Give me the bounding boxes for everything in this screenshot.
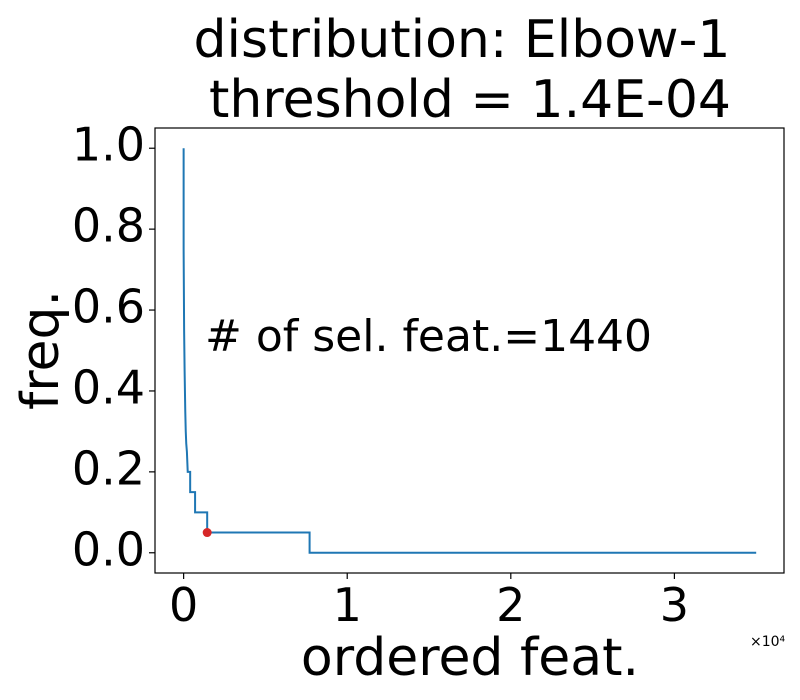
y-tick-label: 1.0 (72, 118, 145, 172)
y-tick-label: 0.0 (72, 522, 145, 576)
y-tick-label: 0.8 (72, 199, 145, 253)
x-tick-label: 1 (333, 578, 362, 632)
chart-title-line-2: threshold = 1.4E-04 (209, 70, 731, 130)
y-axis-label: freq. (11, 290, 71, 410)
selected-threshold-point (202, 528, 212, 538)
plot-layer: 0.0 0.2 0.4 0.6 0.8 1.0 0 1 2 3 (72, 118, 785, 632)
plot-frame (154, 127, 785, 574)
chart-title-line-1: distribution: Elbow-1 (194, 10, 731, 70)
y-tick-label: 0.4 (72, 360, 145, 414)
y-tick-label: 0.6 (72, 280, 145, 334)
y-tick-label: 0.2 (72, 441, 145, 495)
feature-count-annotation: # of sel. feat.=1440 (205, 311, 652, 362)
x-axis-label: ordered feat. (301, 628, 639, 688)
x-tick-label: 2 (496, 578, 525, 632)
x-tick-label: 3 (660, 578, 689, 632)
x-tick-label: 0 (169, 578, 198, 632)
x-axis-offset-label: ×10⁴ (750, 634, 786, 650)
